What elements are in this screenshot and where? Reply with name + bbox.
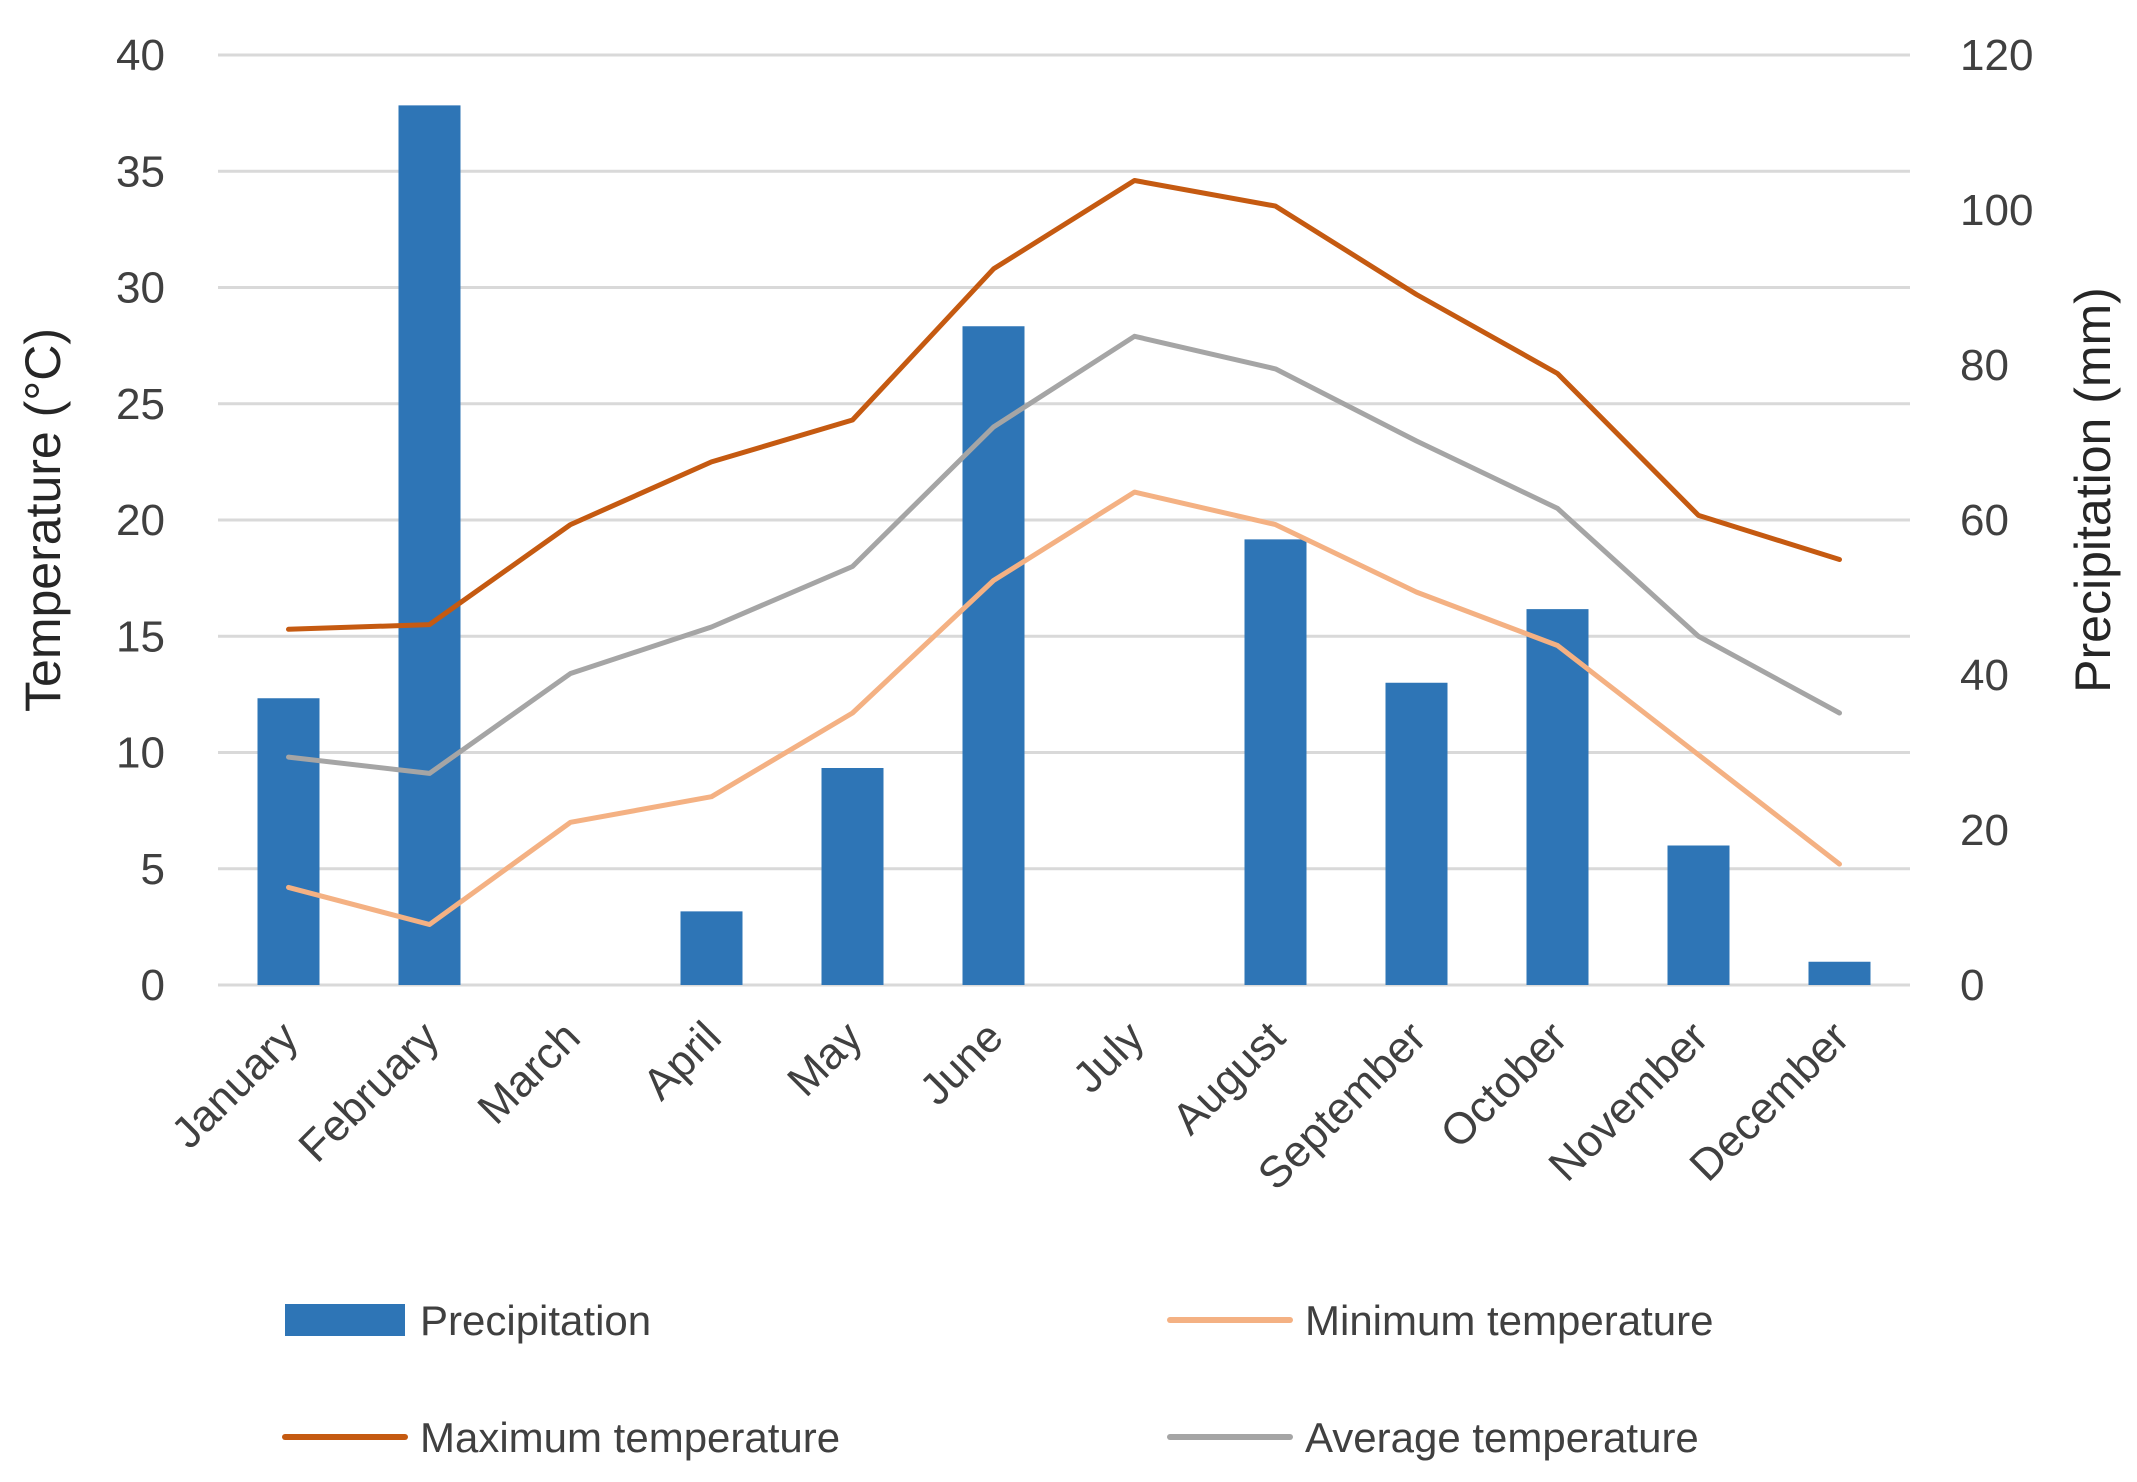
precipitation-bar xyxy=(1808,961,1871,985)
precipitation-bars xyxy=(257,105,1871,985)
y-left-axis-title: Temperature (°C) xyxy=(15,328,71,712)
precipitation-bar xyxy=(1667,845,1730,985)
right-tick-label: 60 xyxy=(1960,496,2009,545)
maximum-temperature-line xyxy=(286,178,1842,632)
legend-label-maximum-temperature: Maximum temperature xyxy=(420,1414,840,1461)
left-axis-ticks: 0 5 10 15 20 25 30 35 40 xyxy=(116,31,165,1010)
legend: Precipitation Minimum temperature Maximum … xyxy=(282,1297,1713,1461)
x-tick-label: October xyxy=(1431,1012,1576,1157)
left-tick-label: 35 xyxy=(116,147,165,196)
precipitation-bar xyxy=(1244,539,1307,985)
precipitation-bar xyxy=(821,768,884,985)
gridlines xyxy=(218,53,1910,987)
legend-label-average-temperature: Average temperature xyxy=(1305,1414,1699,1461)
left-tick-label: 10 xyxy=(116,729,165,778)
x-tick-label: March xyxy=(468,1012,589,1133)
precipitation-bar xyxy=(257,698,320,985)
temperature-lines xyxy=(286,178,1842,927)
right-tick-label: 80 xyxy=(1960,341,2009,390)
y-right-axis-title: Precipitation (mm) xyxy=(2065,287,2121,693)
right-tick-label: 120 xyxy=(1960,31,2033,80)
x-tick-label: July xyxy=(1064,1012,1154,1102)
x-tick-label: August xyxy=(1163,1012,1295,1144)
right-axis-ticks: 0 20 40 60 80 100 120 xyxy=(1960,31,2033,1010)
x-tick-label: May xyxy=(778,1012,871,1105)
precipitation-bar xyxy=(1385,682,1448,985)
legend-label-minimum-temperature: Minimum temperature xyxy=(1305,1297,1713,1344)
x-tick-label: June xyxy=(910,1012,1012,1114)
precipitation-bar xyxy=(962,326,1025,985)
x-tick-label: April xyxy=(634,1012,731,1109)
precipitation-bar xyxy=(680,911,743,985)
minimum-temperature-line xyxy=(286,489,1842,927)
average-temperature-line xyxy=(286,333,1842,776)
left-tick-label: 30 xyxy=(116,264,165,313)
precipitation-bar xyxy=(398,105,461,985)
left-tick-label: 40 xyxy=(116,31,165,80)
legend-label-precipitation: Precipitation xyxy=(420,1297,651,1344)
right-tick-label: 20 xyxy=(1960,806,2009,855)
legend-swatch-precipitation xyxy=(285,1304,405,1336)
x-tick-label: January xyxy=(162,1012,307,1157)
left-tick-label: 15 xyxy=(116,612,165,661)
left-tick-label: 5 xyxy=(141,845,165,894)
left-tick-label: 25 xyxy=(116,380,165,429)
left-tick-label: 20 xyxy=(116,496,165,545)
right-tick-label: 100 xyxy=(1960,186,2033,235)
right-tick-label: 40 xyxy=(1960,651,2009,700)
x-tick-label: February xyxy=(289,1012,448,1171)
precipitation-bar xyxy=(1526,609,1589,985)
right-tick-label: 0 xyxy=(1960,961,1984,1010)
left-tick-label: 0 xyxy=(141,961,165,1010)
